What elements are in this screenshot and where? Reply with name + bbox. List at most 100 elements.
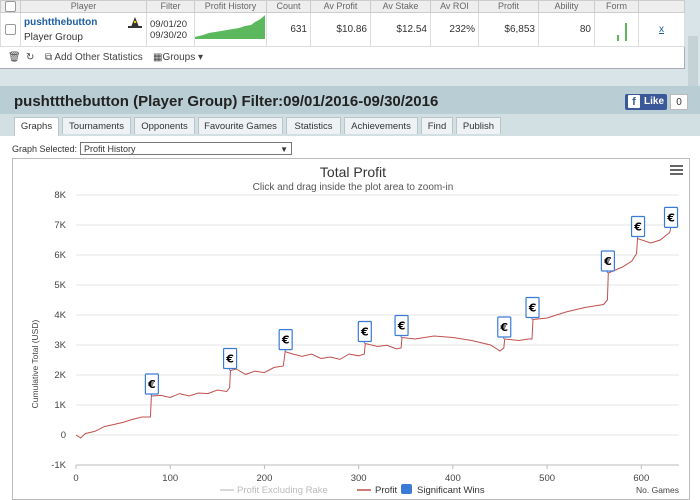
col-header-profit[interactable]: Profit	[478, 0, 539, 13]
av-stake-cell: $12.54	[370, 12, 431, 47]
y-tick-label: 5K	[54, 280, 66, 291]
significant-win-marker[interactable]: €	[144, 373, 159, 396]
col-header-av-roi[interactable]: Av ROI	[430, 0, 479, 13]
euro-icon: €	[397, 320, 406, 333]
chart-subtitle: Click and drag inside the plot area to z…	[253, 182, 454, 193]
select-all-checkbox[interactable]	[5, 1, 16, 12]
form-cell	[594, 12, 639, 47]
y-tick-label: 2K	[54, 370, 66, 381]
add-stats-label: Add Other Statistics	[54, 52, 143, 63]
tab-statistics[interactable]: Statistics	[286, 117, 341, 134]
tab-opponents[interactable]: Opponents	[134, 117, 195, 134]
x-tick-label: 400	[445, 473, 461, 484]
euro-icon: €	[666, 211, 675, 224]
x-tick-label: 500	[539, 473, 555, 484]
form-bars	[617, 23, 627, 41]
marker-box	[663, 206, 679, 229]
row-checkbox[interactable]	[5, 23, 16, 35]
profit-series-line	[75, 229, 671, 439]
significant-win-marker[interactable]: €	[222, 347, 238, 371]
profit-chart[interactable]: Total Profit Click and drag inside the p…	[12, 158, 690, 500]
ability-cell: 80	[538, 12, 595, 47]
y-tick-label: 8K	[54, 190, 66, 201]
profit-cell: $6,853	[478, 12, 539, 47]
av-profit-cell: $10.86	[310, 12, 371, 47]
graph-select-value: Profit History	[84, 144, 136, 154]
tab-tournaments[interactable]: Tournaments	[62, 117, 131, 134]
euro-icon: €	[281, 334, 290, 347]
col-header-ability[interactable]: Ability	[538, 0, 595, 13]
significant-win-marker[interactable]: €	[630, 215, 646, 239]
y-tick-label: -1K	[51, 460, 66, 471]
col-header-form[interactable]: Form	[594, 0, 639, 13]
facebook-icon: f	[628, 95, 640, 108]
select-all-header[interactable]	[0, 0, 21, 13]
player-name-link[interactable]: pushtthebutton	[24, 17, 98, 28]
y-axis-label: Cumulative Total (USD)	[30, 320, 40, 409]
euro-icon: €	[499, 321, 508, 334]
marker-box	[394, 314, 409, 337]
x-tick-label: 200	[257, 473, 273, 484]
graph-select-label: Graph Selected:	[12, 144, 78, 154]
facebook-like-button[interactable]: f Like	[625, 94, 667, 110]
count-cell: 631	[266, 12, 311, 47]
chart-title: Total Profit	[320, 164, 386, 180]
col-header-count[interactable]: Count	[266, 0, 311, 13]
table-toolbar: 🗑 ↻ ⧉ Add Other Statistics ▦Groups ▾	[0, 48, 684, 66]
filter-cell: 09/01/20 09/30/20	[146, 12, 195, 47]
y-tick-label: 7K	[54, 220, 66, 231]
significant-win-marker[interactable]: €	[600, 250, 615, 273]
page-header: pushttthebutton (Player Group) Filter:09…	[0, 86, 700, 114]
col-header-player[interactable]: Player	[20, 0, 147, 13]
significant-win-marker[interactable]: €	[278, 329, 293, 352]
marker-box	[222, 347, 238, 370]
euro-icon: €	[528, 302, 537, 315]
tab-bar: Graphs Tournaments Opponents Favourite G…	[0, 114, 700, 136]
tab-find[interactable]: Find	[421, 117, 453, 134]
trash-icon[interactable]: 🗑	[8, 52, 21, 63]
groups-button[interactable]: ▦Groups ▾	[153, 52, 204, 63]
wizard-hat-icon	[128, 17, 142, 28]
tab-achievements[interactable]: Achievements	[344, 117, 418, 134]
y-tick-label: 6K	[54, 250, 66, 261]
significant-win-marker[interactable]: €	[497, 316, 512, 339]
y-tick-label: 1K	[54, 400, 66, 411]
remove-row-link[interactable]: x	[638, 12, 685, 47]
x-tick-label: 300	[351, 473, 367, 484]
significant-win-marker[interactable]: €	[357, 320, 372, 344]
groups-label: Groups	[162, 52, 196, 63]
form-bar	[625, 23, 627, 41]
euro-icon: €	[360, 326, 369, 339]
graph-select-dropdown[interactable]: Profit History ▼	[80, 142, 292, 155]
table-row: pushtthebutton Player Group 09/01/20 09/…	[0, 12, 685, 47]
col-header-filter[interactable]: Filter	[146, 0, 195, 13]
sparkline-svg	[195, 15, 265, 39]
significant-win-marker[interactable]: €	[394, 314, 409, 338]
refresh-icon[interactable]: ↻	[26, 52, 35, 63]
y-tick-label: 3K	[54, 340, 66, 351]
facebook-like-count: 0	[670, 94, 688, 110]
tab-favourite-games[interactable]: Favourite Games	[198, 117, 283, 134]
add-stats-button[interactable]: ⧉ Add Other Statistics	[45, 52, 143, 63]
col-header-av-stake[interactable]: Av Stake	[370, 0, 431, 13]
col-header-av-profit[interactable]: Av Profit	[310, 0, 371, 13]
chart-legend: Profit Excluding Rake Profit Significant…	[220, 484, 485, 496]
col-header-profit-history[interactable]: Profit History	[194, 0, 267, 13]
tab-graphs[interactable]: Graphs	[14, 117, 59, 136]
legend-item-significant[interactable]: Significant Wins	[417, 485, 485, 496]
legend-item-rake[interactable]: Profit Excluding Rake	[237, 485, 328, 496]
tab-publish[interactable]: Publish	[456, 117, 501, 134]
significant-win-marker[interactable]: €	[663, 206, 679, 230]
euro-icon: €	[603, 255, 612, 268]
legend-item-profit[interactable]: Profit	[375, 485, 398, 496]
chart-svg[interactable]: Total Profit Click and drag inside the p…	[13, 159, 689, 499]
marker-box	[144, 373, 159, 395]
significant-win-marker[interactable]: €	[525, 296, 540, 320]
euro-icon: €	[633, 221, 642, 234]
form-bar	[617, 35, 619, 41]
dropdown-arrow-icon: ▼	[280, 145, 288, 154]
facebook-like-label: Like	[644, 96, 665, 107]
chart-menu-icon[interactable]	[670, 165, 683, 177]
euro-icon: €	[225, 353, 234, 366]
page-scrollbar[interactable]	[688, 36, 698, 86]
